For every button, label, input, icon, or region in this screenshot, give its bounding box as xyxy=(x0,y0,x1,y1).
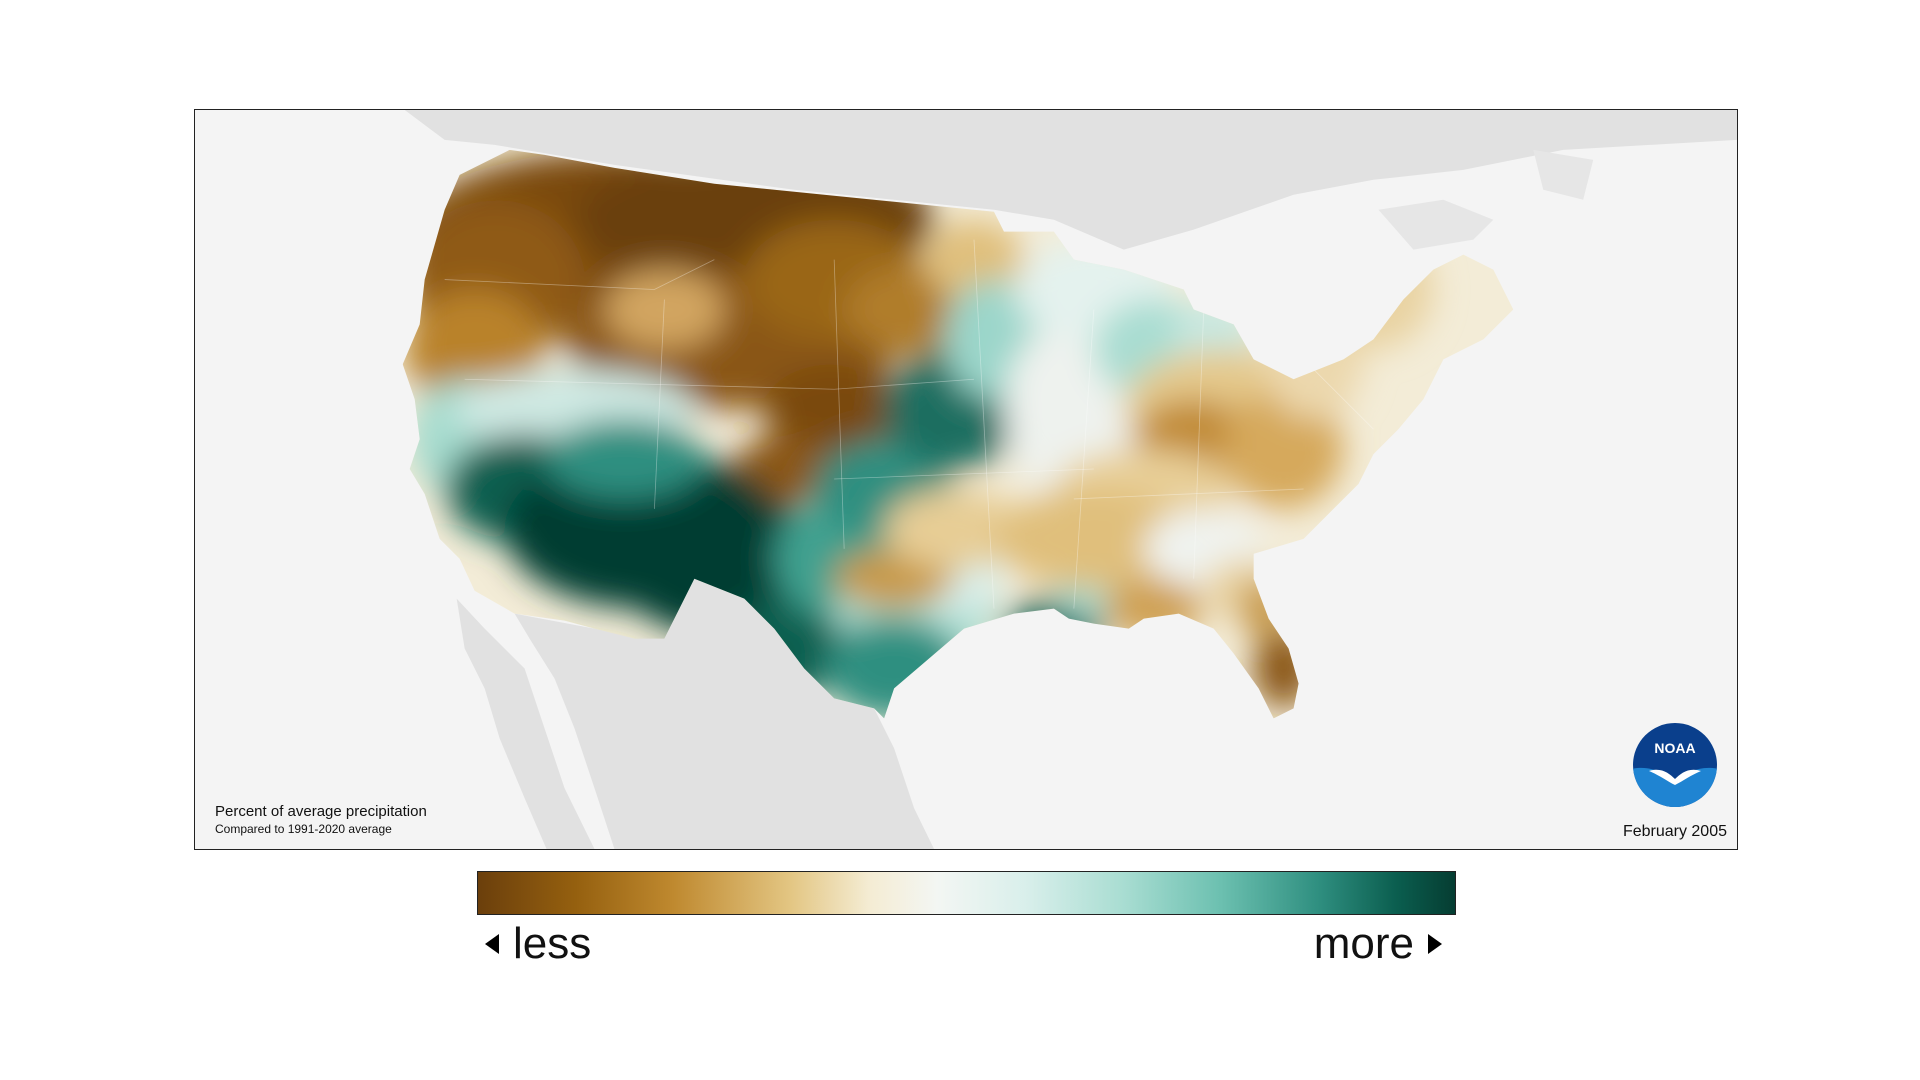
caption-title: Percent of average precipitation xyxy=(215,803,427,820)
caption-subtitle: Compared to 1991-2020 average xyxy=(215,822,392,836)
legend-more: more xyxy=(1314,919,1442,969)
background-land xyxy=(404,110,1737,849)
noaa-logo-icon: NOAA xyxy=(1633,723,1717,807)
map-frame: NOAA Percent of average precipitation Co… xyxy=(194,109,1738,850)
legend-less: less xyxy=(485,919,591,969)
legend-labels: less more xyxy=(477,919,1456,975)
noaa-logo-text: NOAA xyxy=(1654,740,1695,756)
legend: less more xyxy=(477,871,1456,975)
more-label: more xyxy=(1313,919,1414,968)
precipitation-map xyxy=(402,110,1737,849)
map-caption: Percent of average precipitation Compare… xyxy=(215,803,427,837)
less-label: less xyxy=(513,919,592,968)
legend-colorbar xyxy=(477,871,1456,915)
triangle-right-icon xyxy=(1428,934,1442,954)
date-label: February 2005 xyxy=(1622,823,1727,840)
triangle-left-icon xyxy=(485,934,499,954)
